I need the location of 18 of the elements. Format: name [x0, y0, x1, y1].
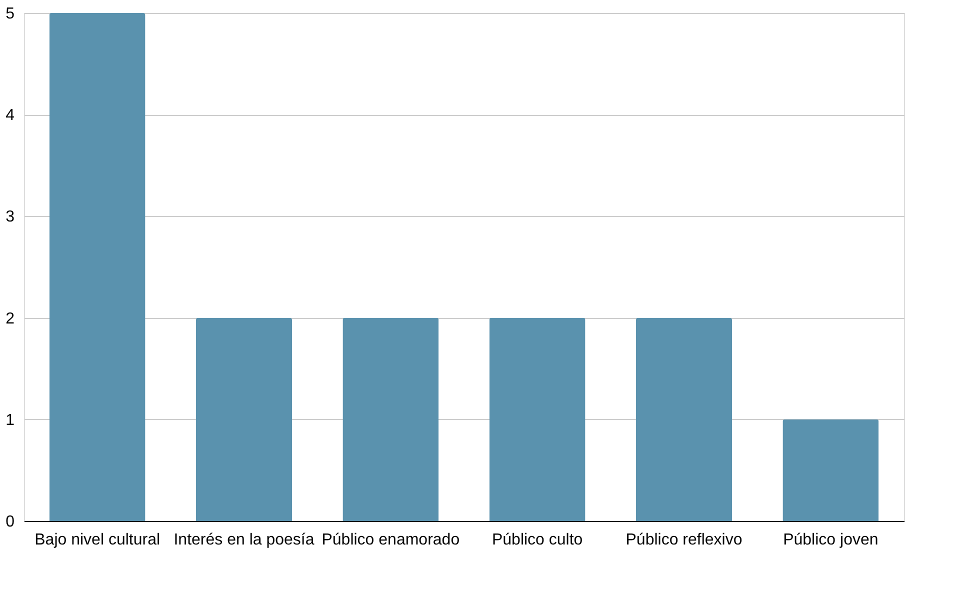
bar	[489, 318, 586, 521]
y-tick-label: 2	[6, 310, 15, 328]
x-tick-label: Interés en la poesía	[174, 532, 314, 548]
y-tick-label: 5	[6, 6, 15, 22]
x-tick-label: Público enamorado	[322, 532, 460, 548]
bar	[782, 419, 879, 521]
x-tick-label: Público joven	[783, 532, 878, 548]
x-tick-label: Público culto	[492, 532, 583, 548]
y-tick-label: 3	[6, 208, 15, 226]
x-tick-label: Bajo nivel cultural	[34, 532, 160, 548]
bar	[342, 318, 439, 521]
x-tick-label: Público reflexivo	[626, 532, 742, 548]
bar	[49, 13, 146, 521]
bar	[636, 318, 732, 521]
y-tick-label: 4	[6, 107, 15, 124]
bar	[196, 318, 292, 521]
y-tick-label: 1	[6, 412, 15, 429]
y-tick-label: 0	[6, 514, 15, 530]
